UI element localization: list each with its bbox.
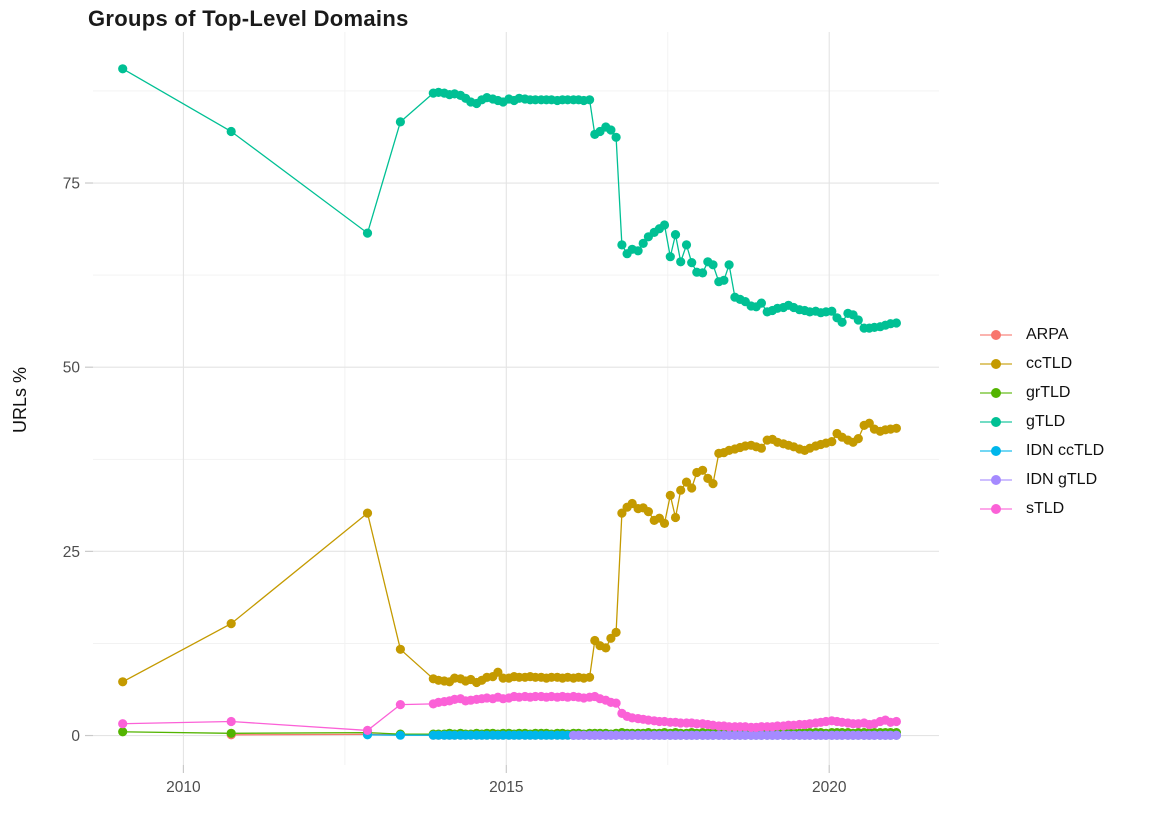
data-point [606,633,616,643]
data-point [601,643,611,653]
data-point [891,318,902,328]
legend-label: sTLD [1026,499,1065,517]
data-point [362,725,373,736]
legend-item-cctld: ccTLD [980,349,1104,378]
legend-label: IDN ccTLD [1026,441,1105,459]
data-point [118,719,128,729]
data-point [585,95,595,105]
data-point [708,479,718,489]
data-point [670,512,681,523]
legend-label: gTLD [1026,412,1066,430]
data-point [395,700,405,710]
data-point [827,306,837,316]
data-point [395,644,405,654]
data-point [756,298,767,308]
y-axis-title: URLs % [10,367,30,433]
data-point [493,667,503,677]
data-point [853,434,863,444]
data-point [681,240,692,250]
data-point [708,260,718,270]
data-point [633,246,643,256]
data-point [118,677,128,687]
data-point [670,230,681,240]
chart-title: Groups of Top-Level Domains [88,6,409,31]
data-point [891,716,902,727]
series-line-gtld [122,68,897,329]
legend-key-swatch [980,387,1012,399]
y-tick-label: 25 [63,544,80,561]
data-point [719,275,729,285]
data-point [698,465,708,475]
y-tick-label: 50 [63,360,81,377]
data-point [659,220,670,230]
x-tick-label: 2010 [166,779,201,796]
data-point [837,317,847,327]
legend-item-idn-gtld: IDN gTLD [980,465,1104,494]
data-point [611,627,621,638]
data-point [395,117,405,127]
data-point [687,483,697,493]
data-point [891,730,902,740]
data-point [395,730,405,740]
legend-label: IDN gTLD [1026,470,1098,488]
data-point [665,490,675,500]
data-point [698,268,708,278]
data-point [226,728,236,738]
data-point [827,437,837,447]
legend-item-gtld: gTLD [980,407,1104,436]
data-point [226,619,236,629]
legend-item-grtld: grTLD [980,378,1104,407]
data-point [756,443,767,453]
data-point [606,125,616,135]
data-point [891,423,902,433]
y-tick-label: 0 [71,728,80,745]
data-point [676,485,686,495]
data-point [118,727,128,737]
legend-item-arpa: ARPA [980,320,1104,349]
data-point [362,228,373,238]
y-tick-label: 75 [63,176,80,193]
data-point [226,716,236,727]
data-point [617,508,627,518]
legend-key-swatch [980,416,1012,428]
data-point [681,477,692,487]
data-point [226,126,236,137]
data-point [665,252,675,262]
data-point [118,64,128,74]
legend-key-swatch [980,474,1012,486]
data-point [585,672,595,682]
data-point [643,507,654,517]
data-point [611,132,621,142]
legend-key-swatch [980,358,1012,370]
x-tick-label: 2020 [812,779,847,796]
data-point [687,258,697,268]
data-point [617,240,627,250]
data-point [362,508,373,518]
legend-key-swatch [980,445,1012,457]
legend-item-stld: sTLD [980,494,1104,523]
x-tick-label: 2015 [489,779,523,796]
data-point [638,238,648,248]
legend-label: ccTLD [1026,354,1073,372]
legend-key-swatch [980,503,1012,515]
data-point [853,315,863,325]
legend-item-idn-cctld: IDN ccTLD [980,436,1104,465]
legend-label: ARPA [1026,325,1069,343]
data-point [611,698,621,708]
legend: ARPA ccTLD grTLD gTLD IDN ccTLD IDN gTLD sTLD [980,320,1104,523]
legend-key-swatch [980,329,1012,341]
data-point [659,518,670,529]
legend-label: grTLD [1026,383,1071,401]
data-point [676,257,686,267]
data-point [724,260,734,270]
